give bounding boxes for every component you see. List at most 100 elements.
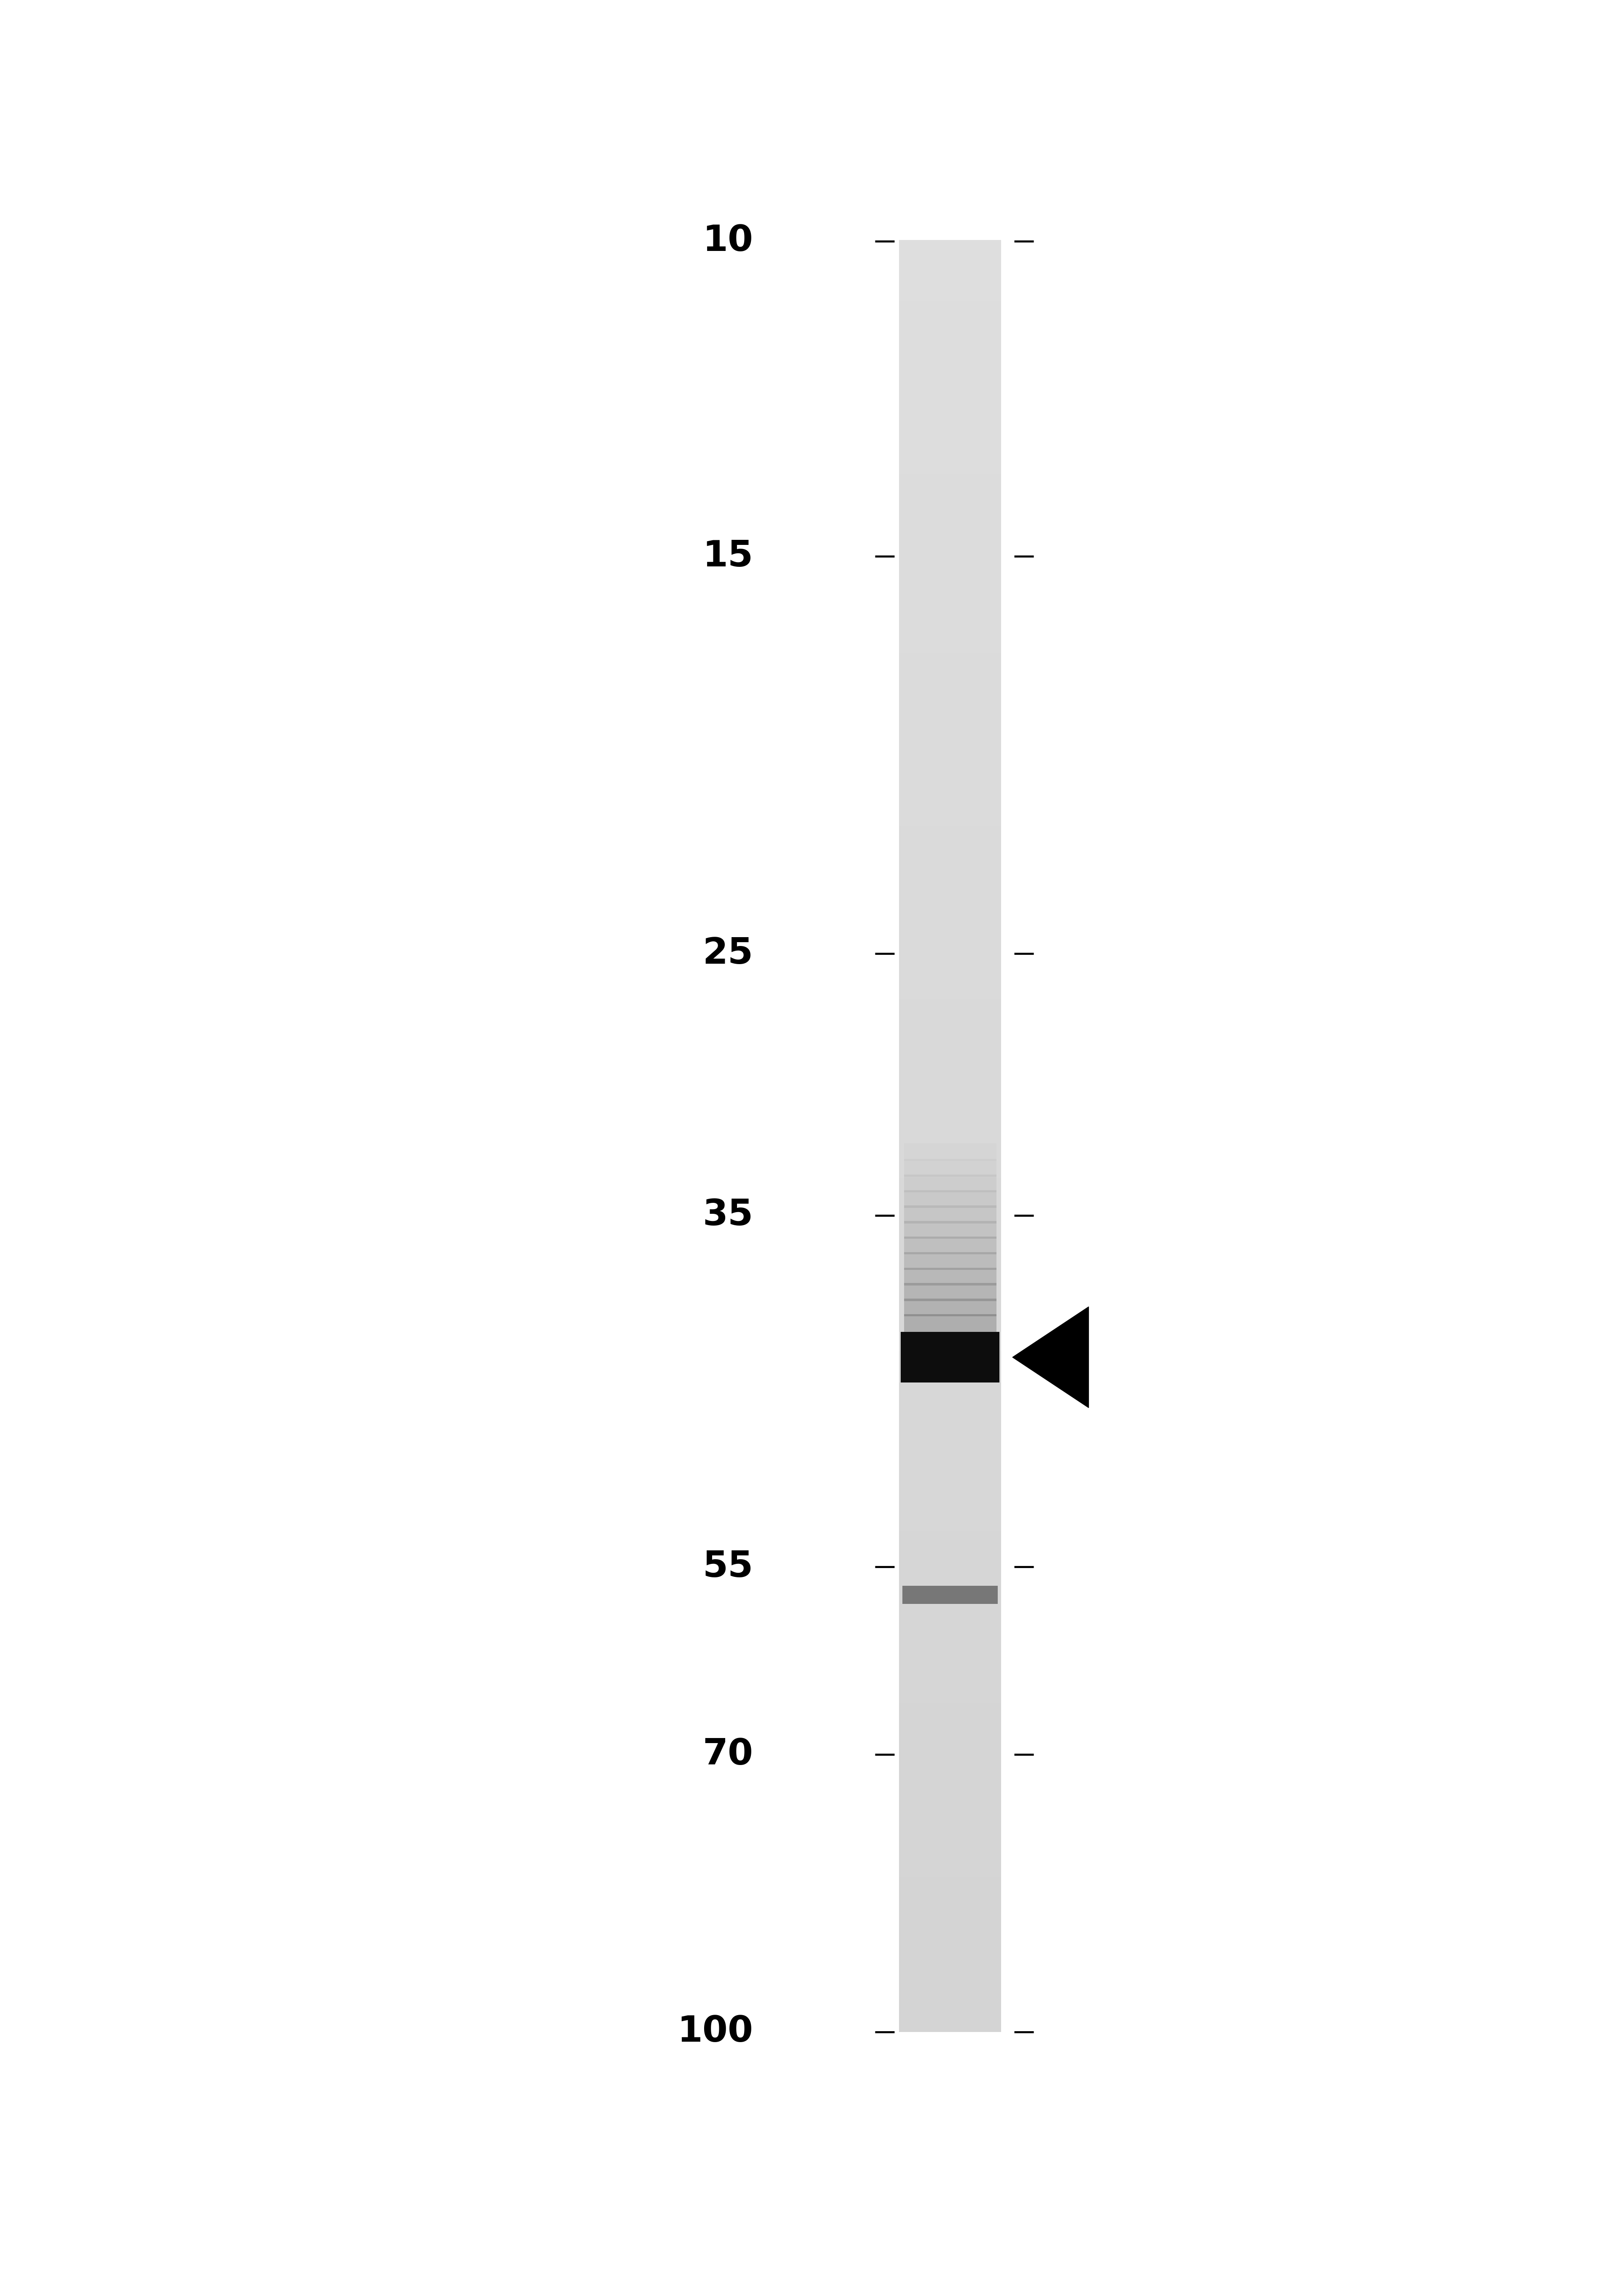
Bar (899, 372, 1001, 379)
Bar (899, 1242, 1001, 1249)
Bar (899, 1387, 1001, 1394)
Bar (899, 1130, 1001, 1137)
Bar (899, 1015, 1001, 1024)
Polygon shape (1012, 1306, 1089, 1407)
Bar (899, 1649, 1001, 1655)
Bar (899, 895, 1001, 905)
Bar (899, 1936, 1001, 1942)
Bar (899, 891, 1001, 898)
Bar (899, 1093, 1001, 1100)
Bar (899, 1851, 1001, 1860)
Bar (899, 581, 1001, 588)
Bar (899, 1678, 1001, 1685)
Bar (899, 1745, 1001, 1752)
Bar (899, 540, 1001, 546)
Bar (899, 664, 1001, 670)
Bar (899, 939, 1001, 946)
Bar (899, 1231, 1001, 1238)
Bar (899, 730, 1001, 737)
Bar (899, 1536, 1001, 1543)
Bar (904, 1221, 996, 1240)
Bar (899, 1403, 1001, 1412)
Bar (899, 1148, 1001, 1155)
Bar (899, 551, 1001, 558)
Bar (899, 794, 1001, 801)
Bar (899, 652, 1001, 659)
Bar (899, 1763, 1001, 1770)
Bar (899, 1410, 1001, 1417)
Bar (899, 567, 1001, 576)
Bar (899, 1954, 1001, 1961)
Bar (899, 282, 1001, 289)
Bar (899, 1506, 1001, 1513)
Bar (899, 1040, 1001, 1047)
Bar (899, 1309, 1001, 1316)
Bar (899, 980, 1001, 987)
Bar (899, 1350, 1001, 1357)
Bar (899, 556, 1001, 563)
Text: 25: 25 (703, 937, 753, 971)
Bar (899, 347, 1001, 354)
Bar (899, 1775, 1001, 1782)
Bar (899, 689, 1001, 696)
Bar (899, 1261, 1001, 1267)
Bar (899, 735, 1001, 742)
Bar (899, 402, 1001, 409)
Bar (899, 1075, 1001, 1084)
Bar (899, 1267, 1001, 1274)
Bar (899, 1029, 1001, 1035)
Bar (899, 406, 1001, 413)
Bar (899, 246, 1001, 253)
Bar (899, 592, 1001, 599)
Text: 100: 100 (677, 2014, 753, 2050)
Bar (899, 1010, 1001, 1017)
Bar (899, 742, 1001, 748)
Bar (899, 1671, 1001, 1681)
Bar (899, 1476, 1001, 1483)
Bar (899, 491, 1001, 498)
Bar (899, 705, 1001, 712)
Bar (899, 1488, 1001, 1495)
Bar (899, 969, 1001, 976)
Bar (899, 287, 1001, 294)
Bar (899, 1433, 1001, 1442)
Bar (899, 1977, 1001, 1984)
Bar (899, 712, 1001, 719)
Bar (899, 1828, 1001, 1835)
Bar (899, 514, 1001, 521)
Bar (899, 1541, 1001, 1548)
Bar (899, 1685, 1001, 1692)
Bar (899, 1644, 1001, 1651)
Bar (899, 1159, 1001, 1166)
Bar (899, 914, 1001, 921)
Bar (899, 1637, 1001, 1644)
Bar (899, 239, 1001, 248)
Bar (899, 1655, 1001, 1662)
Bar (899, 1481, 1001, 1488)
Bar (899, 1428, 1001, 1435)
Bar (899, 1786, 1001, 1793)
Bar (901, 1332, 1000, 1382)
Bar (899, 1612, 1001, 1621)
Bar (899, 1559, 1001, 1566)
Bar (899, 1254, 1001, 1263)
Bar (899, 1182, 1001, 1189)
Bar (899, 342, 1001, 349)
Bar (899, 1715, 1001, 1722)
Bar (899, 987, 1001, 994)
Bar (899, 1630, 1001, 1637)
Bar (899, 1846, 1001, 1853)
Bar (899, 1906, 1001, 1913)
Bar (899, 574, 1001, 581)
Bar (899, 1947, 1001, 1954)
Bar (899, 360, 1001, 367)
Bar (899, 432, 1001, 439)
Bar (899, 974, 1001, 980)
Bar (899, 872, 1001, 879)
Bar (899, 466, 1001, 473)
Bar (899, 1345, 1001, 1352)
Bar (899, 657, 1001, 666)
Bar (899, 1171, 1001, 1178)
Bar (899, 932, 1001, 939)
Bar (899, 843, 1001, 850)
